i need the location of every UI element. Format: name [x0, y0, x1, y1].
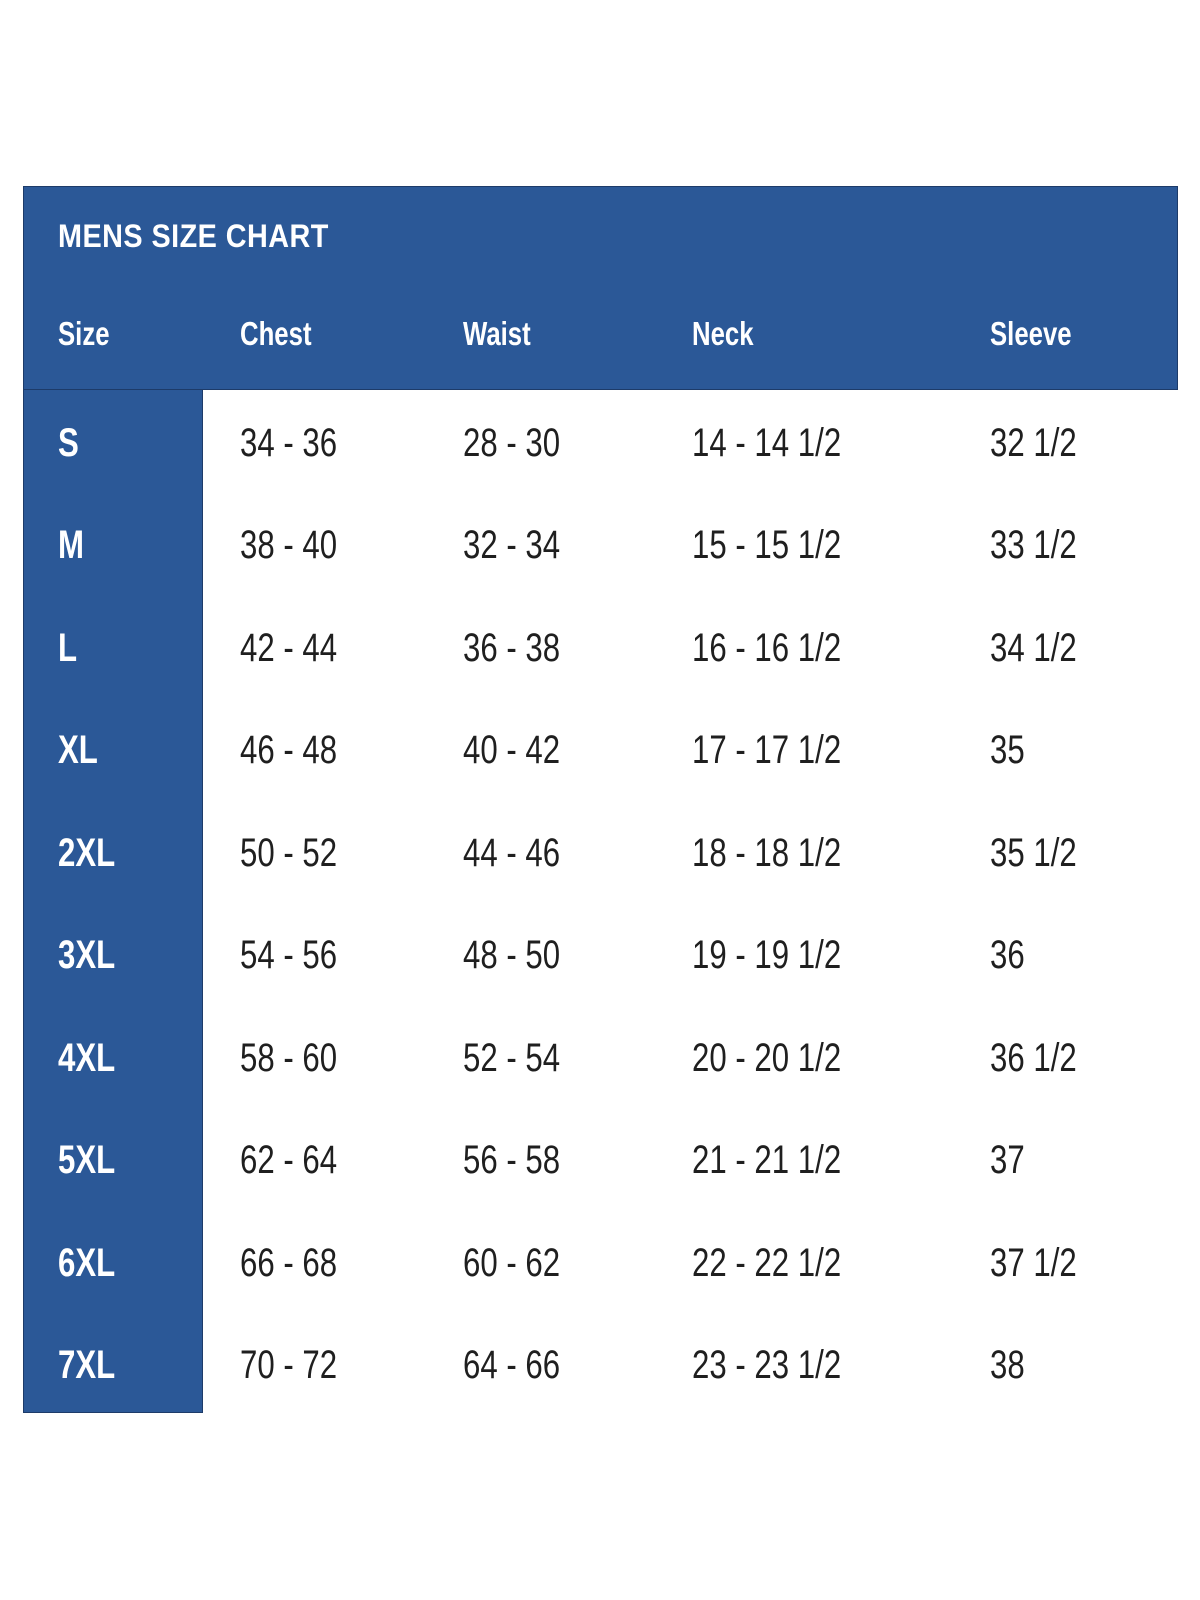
table-row: 2XL 50 - 52 44 - 46 18 - 18 1/2 35 1/2: [0, 802, 1200, 904]
neck-cell: 17 - 17 1/2: [692, 728, 842, 772]
neck-cell: 16 - 16 1/2: [692, 626, 842, 670]
sleeve-cell: 37: [990, 1138, 1025, 1182]
table-row: M 38 - 40 32 - 34 15 - 15 1/2 33 1/2: [0, 494, 1200, 596]
table-row: 6XL 66 - 68 60 - 62 22 - 22 1/2 37 1/2: [0, 1212, 1200, 1314]
neck-cell: 21 - 21 1/2: [692, 1138, 842, 1182]
size-cell: M: [58, 523, 84, 567]
waist-cell: 44 - 46: [463, 831, 561, 875]
waist-cell: 48 - 50: [463, 933, 561, 977]
size-cell: L: [58, 626, 78, 670]
neck-cell: 18 - 18 1/2: [692, 831, 842, 875]
table-row: L 42 - 44 36 - 38 16 - 16 1/2 34 1/2: [0, 597, 1200, 699]
chart-header-panel: [23, 186, 1178, 390]
waist-cell: 36 - 38: [463, 626, 561, 670]
chest-cell: 38 - 40: [240, 523, 338, 567]
size-column-panel: [23, 390, 203, 1413]
chest-cell: 54 - 56: [240, 933, 338, 977]
sleeve-cell: 36 1/2: [990, 1036, 1077, 1080]
size-cell: 5XL: [58, 1138, 116, 1182]
waist-cell: 40 - 42: [463, 728, 561, 772]
size-cell: S: [58, 421, 79, 465]
table-row: XL 46 - 48 40 - 42 17 - 17 1/2 35: [0, 699, 1200, 801]
size-cell: 3XL: [58, 933, 116, 977]
waist-cell: 28 - 30: [463, 421, 561, 465]
sleeve-cell: 35: [990, 728, 1025, 772]
neck-cell: 14 - 14 1/2: [692, 421, 842, 465]
waist-cell: 60 - 62: [463, 1241, 561, 1285]
neck-cell: 23 - 23 1/2: [692, 1343, 842, 1387]
waist-cell: 56 - 58: [463, 1138, 561, 1182]
column-header-sleeve: Sleeve: [990, 315, 1072, 352]
waist-cell: 32 - 34: [463, 523, 561, 567]
sleeve-cell: 34 1/2: [990, 626, 1077, 670]
waist-cell: 64 - 66: [463, 1343, 561, 1387]
chest-cell: 58 - 60: [240, 1036, 338, 1080]
sleeve-cell: 37 1/2: [990, 1241, 1077, 1285]
column-header-row: Size Chest Waist Neck Sleeve: [0, 308, 1200, 360]
chart-title: MENS SIZE CHART: [58, 218, 329, 254]
column-header-neck: Neck: [692, 315, 754, 352]
table-row: S 34 - 36 28 - 30 14 - 14 1/2 32 1/2: [0, 392, 1200, 494]
sleeve-cell: 36: [990, 933, 1025, 977]
size-cell: 4XL: [58, 1036, 116, 1080]
chest-cell: 42 - 44: [240, 626, 338, 670]
column-header-size: Size: [58, 315, 110, 352]
neck-cell: 20 - 20 1/2: [692, 1036, 842, 1080]
size-cell: 2XL: [58, 831, 116, 875]
chest-cell: 70 - 72: [240, 1343, 338, 1387]
sleeve-cell: 33 1/2: [990, 523, 1077, 567]
chest-cell: 46 - 48: [240, 728, 338, 772]
chest-cell: 66 - 68: [240, 1241, 338, 1285]
table-row: 5XL 62 - 64 56 - 58 21 - 21 1/2 37: [0, 1109, 1200, 1211]
chest-cell: 34 - 36: [240, 421, 338, 465]
neck-cell: 19 - 19 1/2: [692, 933, 842, 977]
table-row: 7XL 70 - 72 64 - 66 23 - 23 1/2 38: [0, 1314, 1200, 1416]
column-header-waist: Waist: [463, 315, 531, 352]
size-cell: 7XL: [58, 1343, 116, 1387]
neck-cell: 22 - 22 1/2: [692, 1241, 842, 1285]
chest-cell: 50 - 52: [240, 831, 338, 875]
size-cell: 6XL: [58, 1241, 116, 1285]
table-row: 3XL 54 - 56 48 - 50 19 - 19 1/2 36: [0, 904, 1200, 1006]
sleeve-cell: 38: [990, 1343, 1025, 1387]
chest-cell: 62 - 64: [240, 1138, 338, 1182]
waist-cell: 52 - 54: [463, 1036, 561, 1080]
table-row: 4XL 58 - 60 52 - 54 20 - 20 1/2 36 1/2: [0, 1007, 1200, 1109]
size-cell: XL: [58, 728, 98, 772]
neck-cell: 15 - 15 1/2: [692, 523, 842, 567]
column-header-chest: Chest: [240, 315, 312, 352]
sleeve-cell: 35 1/2: [990, 831, 1077, 875]
sleeve-cell: 32 1/2: [990, 421, 1077, 465]
